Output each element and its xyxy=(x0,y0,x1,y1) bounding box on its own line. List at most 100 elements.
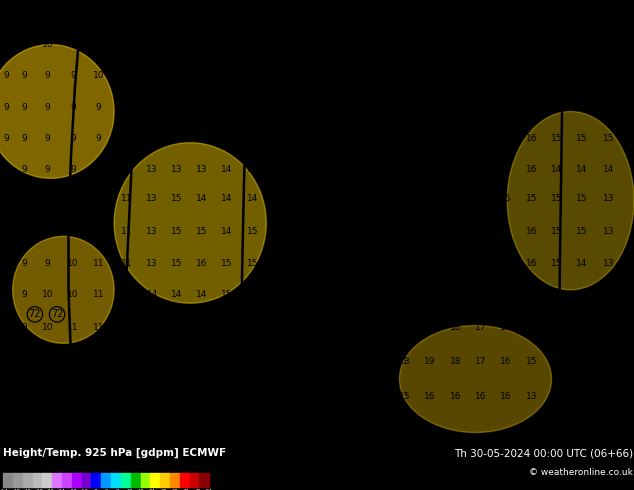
Text: 15: 15 xyxy=(171,392,182,401)
Text: 9: 9 xyxy=(21,165,27,174)
Text: 15: 15 xyxy=(551,40,562,49)
Text: 17: 17 xyxy=(475,357,486,366)
Text: 15: 15 xyxy=(221,259,233,268)
Text: 12: 12 xyxy=(146,72,158,80)
Text: 11: 11 xyxy=(93,227,104,236)
Text: 12: 12 xyxy=(146,9,158,18)
Text: 14: 14 xyxy=(576,165,588,174)
Text: 15: 15 xyxy=(551,259,562,268)
Text: 9: 9 xyxy=(3,72,10,80)
Text: 9: 9 xyxy=(44,194,51,203)
Text: 18: 18 xyxy=(348,323,359,332)
Text: 11: 11 xyxy=(146,134,158,143)
Text: 19: 19 xyxy=(373,392,385,401)
Text: -30: -30 xyxy=(44,489,54,490)
Text: 15: 15 xyxy=(297,40,309,49)
Text: 17: 17 xyxy=(373,259,385,268)
Text: 9: 9 xyxy=(3,134,10,143)
Text: 15: 15 xyxy=(297,165,309,174)
Ellipse shape xyxy=(399,325,552,433)
Text: 16: 16 xyxy=(373,102,385,112)
Text: 9: 9 xyxy=(3,194,10,203)
Text: 14: 14 xyxy=(171,290,182,299)
Text: 72: 72 xyxy=(51,309,63,319)
Bar xyxy=(82,473,91,488)
Bar xyxy=(170,473,180,488)
Text: 14: 14 xyxy=(247,72,258,80)
Text: -12: -12 xyxy=(79,489,88,490)
Text: 16: 16 xyxy=(526,290,537,299)
Text: 16: 16 xyxy=(221,357,233,366)
Text: 9: 9 xyxy=(21,134,27,143)
Text: 19: 19 xyxy=(450,194,461,203)
Text: 17: 17 xyxy=(424,102,436,112)
Text: 16: 16 xyxy=(297,194,309,203)
Text: -38: -38 xyxy=(32,489,42,490)
Text: 16: 16 xyxy=(500,392,512,401)
Text: 11: 11 xyxy=(67,357,79,366)
Text: 10: 10 xyxy=(42,40,53,49)
Text: 14: 14 xyxy=(171,323,182,332)
Text: 13: 13 xyxy=(146,227,158,236)
Text: 9: 9 xyxy=(21,259,27,268)
Text: 9: 9 xyxy=(3,102,10,112)
Text: 11: 11 xyxy=(93,392,104,401)
Text: 16: 16 xyxy=(526,227,537,236)
Text: 18: 18 xyxy=(424,165,436,174)
Text: 13: 13 xyxy=(603,392,614,401)
Text: 17: 17 xyxy=(247,323,258,332)
Text: 15: 15 xyxy=(576,40,588,49)
Text: 17: 17 xyxy=(323,290,334,299)
Text: 18: 18 xyxy=(373,357,385,366)
Text: 9: 9 xyxy=(44,165,51,174)
Ellipse shape xyxy=(13,236,114,343)
Text: 14: 14 xyxy=(221,227,233,236)
Bar xyxy=(141,473,150,488)
Text: 75: 75 xyxy=(130,416,143,426)
Text: 19: 19 xyxy=(450,259,461,268)
Text: 9: 9 xyxy=(21,194,27,203)
Text: 9: 9 xyxy=(70,102,76,112)
Text: 15: 15 xyxy=(323,102,334,112)
Text: 16: 16 xyxy=(373,72,385,80)
Text: 17: 17 xyxy=(475,290,486,299)
Text: -18: -18 xyxy=(67,489,77,490)
Text: 11: 11 xyxy=(1,392,12,401)
Text: 0: 0 xyxy=(105,489,108,490)
Text: 38: 38 xyxy=(172,489,178,490)
Text: 17: 17 xyxy=(424,40,436,49)
Text: 14: 14 xyxy=(221,72,233,80)
Text: 13: 13 xyxy=(146,194,158,203)
Text: 9: 9 xyxy=(44,259,51,268)
Text: 17: 17 xyxy=(323,259,334,268)
Text: 15: 15 xyxy=(272,194,283,203)
Text: 17: 17 xyxy=(450,72,461,80)
Bar xyxy=(101,473,111,488)
Text: 11: 11 xyxy=(121,259,133,268)
Text: 10: 10 xyxy=(93,194,104,203)
Text: 9: 9 xyxy=(3,9,10,18)
Bar xyxy=(190,473,200,488)
Text: 17: 17 xyxy=(475,227,486,236)
Text: 19: 19 xyxy=(450,227,461,236)
Text: 17: 17 xyxy=(373,227,385,236)
Text: 19: 19 xyxy=(424,323,436,332)
Text: 9: 9 xyxy=(95,102,101,112)
Text: 15: 15 xyxy=(576,9,588,18)
Text: 14: 14 xyxy=(196,194,207,203)
Text: 17: 17 xyxy=(348,194,359,203)
Text: 15: 15 xyxy=(526,9,537,18)
Text: 12: 12 xyxy=(171,40,182,49)
Text: 16: 16 xyxy=(526,323,537,332)
Text: 16: 16 xyxy=(424,392,436,401)
Text: 17: 17 xyxy=(247,357,258,366)
Text: 15: 15 xyxy=(576,72,588,80)
Text: 11: 11 xyxy=(42,392,53,401)
Text: 9: 9 xyxy=(3,40,10,49)
Text: 12: 12 xyxy=(171,72,182,80)
Text: 13: 13 xyxy=(196,72,207,80)
Text: 16: 16 xyxy=(348,72,359,80)
Text: 12: 12 xyxy=(126,489,133,490)
Text: 15: 15 xyxy=(551,227,562,236)
Text: 19: 19 xyxy=(500,259,512,268)
